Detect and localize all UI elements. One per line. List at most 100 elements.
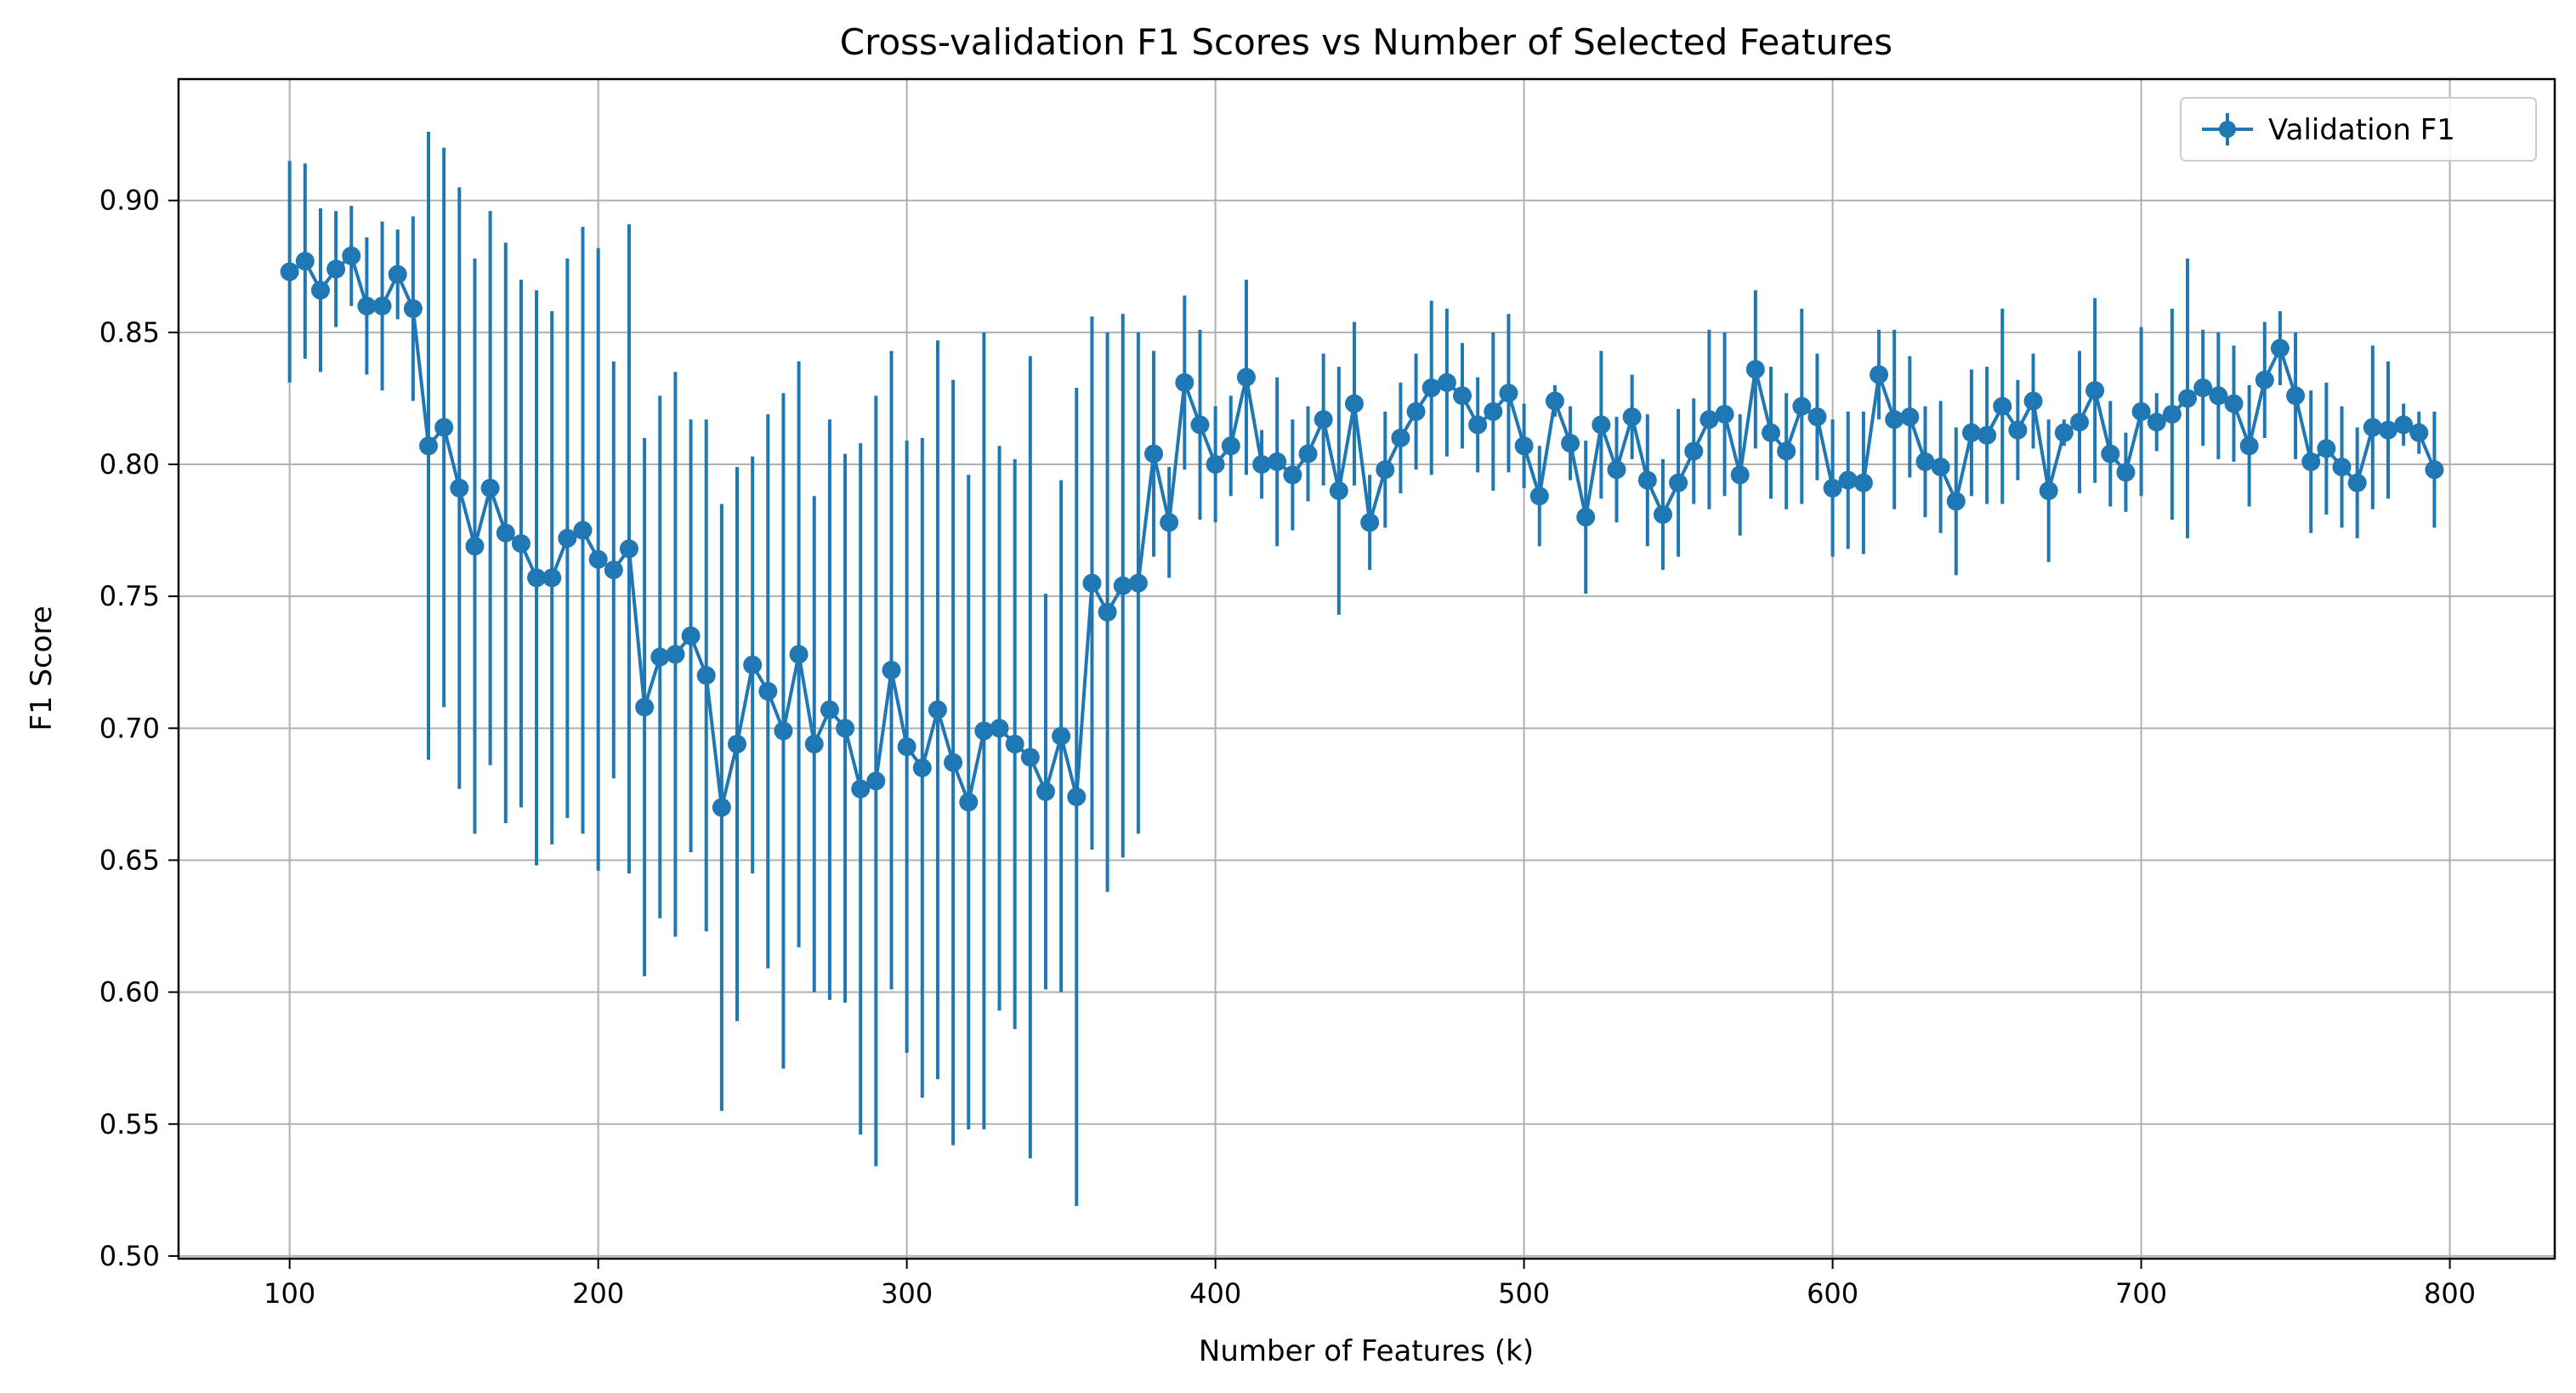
data-point: [882, 661, 901, 680]
y-tick-label: 0.65: [99, 844, 160, 876]
data-point: [1730, 465, 1750, 485]
y-tick-label: 0.85: [99, 316, 160, 349]
data-point: [635, 697, 655, 717]
data-point: [280, 262, 299, 281]
data-point: [1283, 465, 1302, 485]
data-point: [2039, 481, 2058, 501]
y-tick-label: 0.50: [99, 1240, 160, 1272]
data-point: [2147, 412, 2166, 432]
y-tick-label: 0.55: [99, 1108, 160, 1140]
data-point: [1669, 473, 1688, 492]
data-point: [2317, 439, 2336, 458]
data-point: [1175, 372, 1194, 392]
x-tick-label: 500: [1498, 1277, 1550, 1310]
data-point: [866, 771, 886, 791]
data-point: [2209, 386, 2228, 406]
data-point: [2286, 386, 2306, 406]
data-point: [1699, 410, 1719, 429]
data-point: [450, 478, 469, 498]
data-point: [1853, 473, 1873, 492]
data-point: [2023, 391, 2043, 411]
data-point: [480, 478, 500, 498]
data-point: [1221, 436, 1240, 456]
data-point: [851, 779, 871, 799]
data-point: [496, 523, 515, 543]
x-tick-label: 800: [2424, 1277, 2476, 1310]
data-point: [1190, 415, 1210, 435]
data-point: [2193, 378, 2213, 398]
data-point: [2101, 444, 2120, 463]
data-point: [1005, 734, 1024, 753]
y-axis-label: F1 Score: [25, 606, 59, 731]
data-point: [758, 681, 778, 701]
data-point: [1838, 470, 1858, 490]
data-point: [2131, 401, 2151, 421]
y-tick-label: 0.70: [99, 712, 160, 744]
data-point: [1529, 486, 1549, 506]
data-point: [357, 296, 377, 316]
data-point: [1376, 460, 1395, 480]
data-point: [326, 259, 346, 279]
data-point: [1885, 410, 1904, 429]
legend-box: [2180, 97, 2537, 162]
data-point: [1823, 478, 1842, 498]
data-point: [1453, 386, 1472, 406]
data-point: [1128, 573, 1148, 593]
data-point: [944, 753, 963, 772]
data-point: [1993, 396, 2012, 416]
data-point: [1915, 452, 1935, 471]
data-point: [728, 734, 747, 753]
data-point: [1637, 470, 1657, 490]
data-point: [1082, 573, 1102, 593]
data-point: [1113, 576, 1132, 595]
data-point: [1344, 394, 1364, 413]
data-point: [527, 568, 547, 588]
data-point: [2394, 415, 2414, 435]
data-point: [2070, 412, 2089, 432]
data-point: [1468, 415, 1488, 435]
data-point: [310, 281, 330, 300]
data-point: [1622, 407, 1642, 427]
y-tick-label: 0.80: [99, 448, 160, 480]
data-point: [1931, 458, 1950, 477]
data-point: [542, 568, 562, 588]
data-point: [1067, 787, 1087, 806]
data-point: [2425, 460, 2444, 480]
data-point: [2301, 452, 2321, 471]
data-point: [959, 793, 979, 812]
data-point: [666, 645, 685, 664]
data-point: [1144, 444, 1164, 463]
data-point: [2378, 420, 2397, 440]
data-point: [2116, 463, 2136, 482]
data-point: [974, 721, 994, 741]
data-point: [2054, 423, 2074, 442]
data-point: [1236, 367, 1256, 387]
data-point: [1653, 504, 1672, 524]
data-point: [1762, 423, 1781, 442]
data-point: [1421, 378, 1441, 398]
y-tick-label: 0.90: [99, 185, 160, 217]
data-point: [2162, 405, 2182, 424]
legend: Validation F1: [2180, 97, 2537, 162]
data-point: [1360, 513, 1380, 532]
data-point: [2224, 394, 2244, 413]
data-points: [280, 246, 2444, 817]
data-point: [2270, 338, 2289, 358]
x-tick-label: 600: [1807, 1277, 1858, 1310]
x-tick-label: 700: [2115, 1277, 2167, 1310]
data-point: [1715, 405, 1734, 424]
data-point: [1870, 365, 1889, 384]
data-point: [2008, 420, 2028, 440]
data-point: [1268, 452, 1287, 471]
data-point: [419, 436, 439, 456]
data-point: [511, 534, 531, 554]
data-point: [295, 252, 315, 271]
data-point: [1900, 407, 1920, 427]
data-point: [2085, 381, 2105, 401]
data-point: [372, 296, 392, 316]
data-point: [897, 737, 916, 757]
data-point: [388, 264, 407, 284]
x-tick-label: 200: [572, 1277, 624, 1310]
y-axis-ticks: 0.50 0.55 0.60 0.65 0.70 0.75 0.80 0.85 0.90: [99, 185, 179, 1272]
data-point: [650, 647, 670, 667]
